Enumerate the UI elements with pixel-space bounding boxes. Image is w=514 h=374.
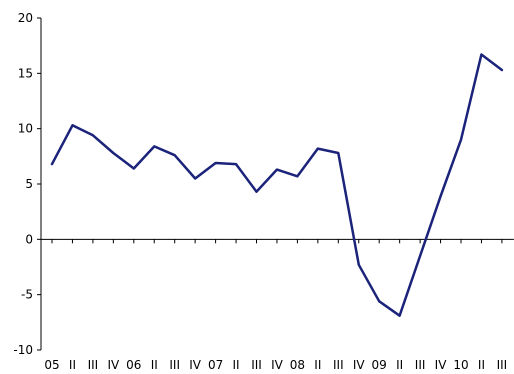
x-tick-label: IV	[189, 358, 202, 372]
x-tick-label: III	[251, 358, 262, 372]
x-tick-label: 05	[44, 358, 59, 372]
series-line	[50, 53, 504, 317]
y-tick-label: 10	[18, 122, 33, 136]
y-tick-label: -10	[13, 343, 33, 357]
x-tick-label: II	[478, 358, 485, 372]
x-tick-label: III	[88, 358, 99, 372]
x-tick-label: 07	[208, 358, 223, 372]
y-tick-label: -5	[21, 288, 33, 302]
series-group	[50, 53, 504, 317]
x-tick-label: 08	[290, 358, 305, 372]
x-tick-label: II	[314, 358, 321, 372]
x-tick-label: II	[396, 358, 403, 372]
y-axis: -10 -5 0 5 10 15 20	[13, 11, 42, 357]
x-axis: 05 II III IV 06 II III IV 07 II III IV 08 II III IV 09 II…	[41, 238, 514, 372]
x-tick-label: II	[69, 358, 76, 372]
x-tick-label: II	[151, 358, 158, 372]
x-tick-label: IV	[107, 358, 120, 372]
x-tick-label: 06	[126, 358, 141, 372]
x-tick-label: III	[415, 358, 426, 372]
y-tick-label: 5	[25, 177, 33, 191]
x-tick-label: III	[333, 358, 344, 372]
x-tick-label: 10	[453, 358, 468, 372]
x-tick-label: IV	[271, 358, 284, 372]
y-tick-label: 0	[25, 232, 33, 246]
x-tick-label: IV	[435, 358, 448, 372]
x-tick-label: III	[497, 358, 508, 372]
x-tick-label: IV	[353, 358, 366, 372]
y-tick-label: 20	[18, 11, 33, 25]
x-tick-label: III	[169, 358, 180, 372]
x-tick-label: II	[233, 358, 240, 372]
y-tick-label: 15	[18, 66, 33, 80]
x-tick-label: 09	[372, 358, 387, 372]
